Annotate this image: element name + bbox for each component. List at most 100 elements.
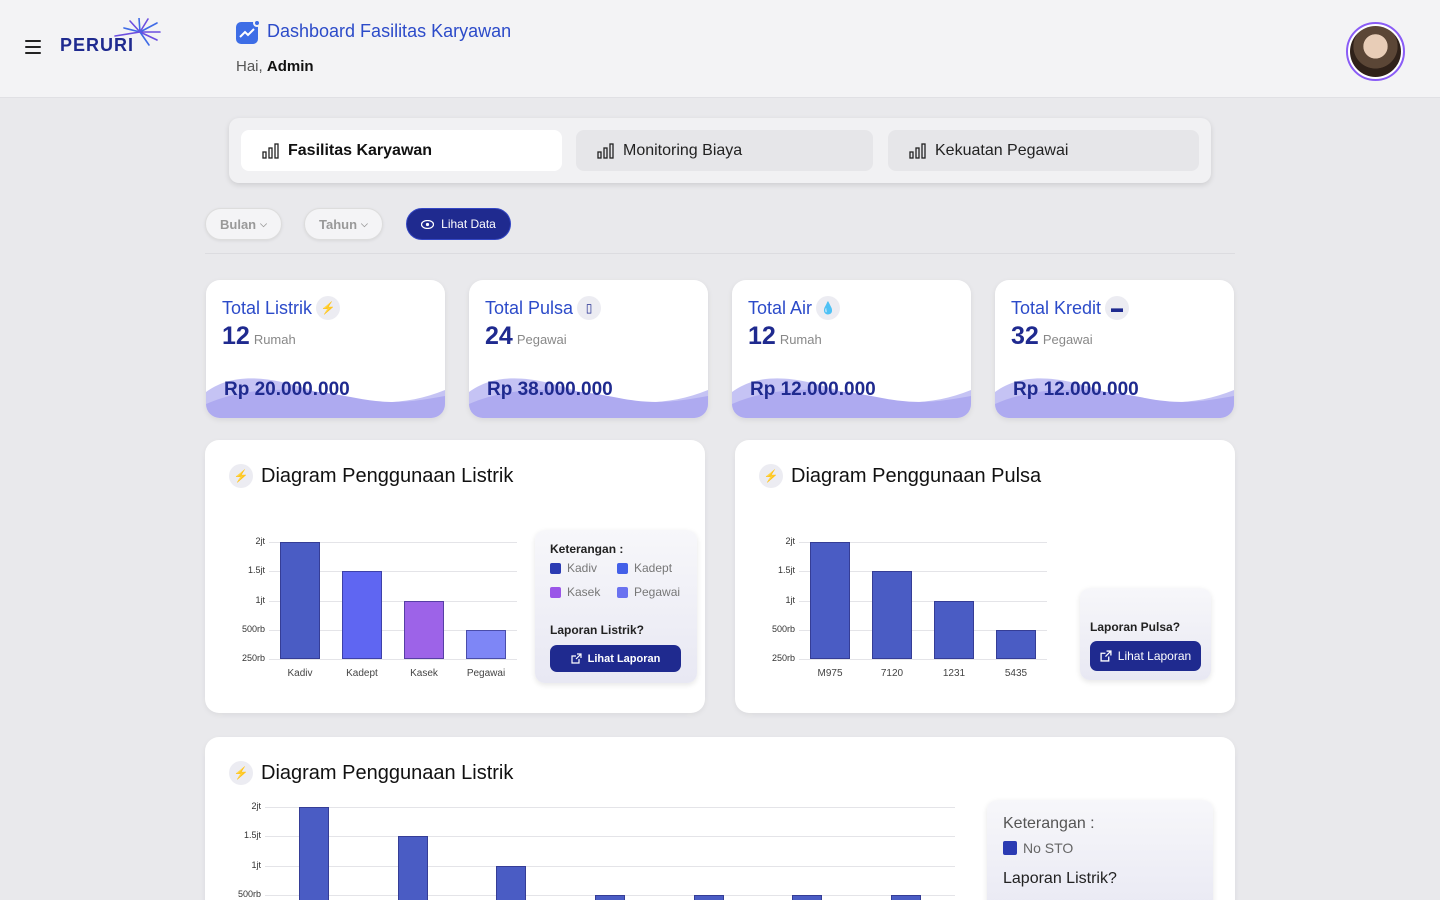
legend-title: Keterangan : xyxy=(1003,815,1095,832)
legend-title: Keterangan : xyxy=(550,542,624,556)
tahun-dropdown[interactable]: Tahun ⌵ xyxy=(304,208,383,240)
x-tick-label: Kadept xyxy=(346,668,378,679)
greeting-prefix: Hai, xyxy=(236,58,263,75)
bar[interactable] xyxy=(299,807,330,900)
summary-card[interactable]: Total Pulsa ▯ 24 Pegawai Rp 38.000.000 xyxy=(469,280,708,418)
card-wave xyxy=(732,378,971,418)
summary-card[interactable]: Total Kredit ▬ 32 Pegawai Rp 12.000.000 xyxy=(995,280,1234,418)
y-tick-label: 500rb xyxy=(237,888,261,899)
y-tick-label: 1.5jt xyxy=(247,565,265,576)
divider xyxy=(205,253,1235,254)
x-tick-label: 7120 xyxy=(880,668,904,679)
card-amount: Rp 38.000.000 xyxy=(487,379,613,400)
user-name: Admin xyxy=(266,58,314,75)
card-unit: Rumah xyxy=(779,332,822,347)
tab-kekuatan-pegawai[interactable]: Kekuatan Pegawai xyxy=(888,130,1199,171)
card-title: Total Listrik ⚡ xyxy=(222,296,341,320)
bar-chart-icon xyxy=(909,142,926,159)
bar[interactable] xyxy=(810,542,850,659)
bolt-icon: ⚡ xyxy=(316,296,341,320)
card-count-value: 24 xyxy=(485,322,513,350)
summary-card[interactable]: Total Listrik ⚡ 12 Rumah Rp 20.000.000 xyxy=(206,280,445,418)
credit-card-icon: ▬ xyxy=(1105,296,1130,320)
menu-icon[interactable] xyxy=(25,40,41,54)
legend-swatch xyxy=(617,562,628,574)
bar[interactable] xyxy=(595,894,625,900)
bar[interactable] xyxy=(466,629,506,659)
panel-title: ⚡ Diagram Penggunaan Listrik xyxy=(229,464,513,488)
logo-text: PERURI xyxy=(60,35,135,55)
panel-title-text: Diagram Penggunaan Listrik xyxy=(261,761,514,784)
tab-label: Kekuatan Pegawai xyxy=(935,141,1069,159)
legend-item-kasek: Kasek xyxy=(550,585,600,599)
top-header: PERURI Dashboard Fasilitas Karyawan Hai,… xyxy=(0,0,1440,98)
legend-item-pegawai: Pegawai xyxy=(617,585,680,599)
bar[interactable] xyxy=(496,865,527,900)
tab-fasilitas-karyawan[interactable]: Fasilitas Karyawan xyxy=(241,130,562,171)
tab-monitoring-biaya[interactable]: Monitoring Biaya xyxy=(576,130,873,171)
bar[interactable] xyxy=(934,600,974,659)
bolt-icon: ⚡ xyxy=(229,761,253,785)
gridline xyxy=(799,571,1047,573)
chevron-down-icon: ⌵ xyxy=(260,218,267,229)
x-tick-label: M975 xyxy=(817,668,843,679)
bar[interactable] xyxy=(693,894,724,900)
legend-box: Keterangan : No STO Laporan Listrik? xyxy=(987,800,1213,900)
bar[interactable] xyxy=(996,629,1036,659)
external-link-icon xyxy=(571,653,582,664)
card-wave xyxy=(469,378,708,418)
bar[interactable] xyxy=(342,571,382,659)
legend-label: No STO xyxy=(1023,840,1074,856)
avatar[interactable] xyxy=(1346,22,1405,81)
gridline xyxy=(799,600,1047,602)
lihat-data-button[interactable]: Lihat Data xyxy=(406,208,511,240)
y-tick-label: 250rb xyxy=(771,653,795,663)
gridline xyxy=(799,659,1047,660)
gridline xyxy=(265,836,955,838)
legend-swatch xyxy=(550,586,561,598)
bolt-icon: ⚡ xyxy=(759,464,783,488)
bolt-icon: ⚡ xyxy=(229,464,253,488)
bar[interactable] xyxy=(397,836,428,900)
card-title-text: Total Pulsa xyxy=(485,297,574,318)
card-count: 32 Pegawai xyxy=(1011,322,1093,351)
bulan-dropdown[interactable]: Bulan ⌵ xyxy=(205,208,282,240)
phone-icon: ▯ xyxy=(577,296,602,320)
card-amount: Rp 20.000.000 xyxy=(224,379,350,400)
bar[interactable] xyxy=(404,600,444,659)
bar[interactable] xyxy=(792,894,823,900)
tab-label: Monitoring Biaya xyxy=(623,141,743,159)
logo-sunburst-icon xyxy=(114,18,161,46)
card-amount: Rp 12.000.000 xyxy=(750,379,876,400)
panel-title-text: Diagram Penggunaan Listrik xyxy=(261,464,514,487)
bar[interactable] xyxy=(872,571,912,659)
x-tick-label: 5435 xyxy=(1004,668,1028,679)
card-count-value: 12 xyxy=(748,322,776,350)
legend-label: Kadiv xyxy=(567,561,598,575)
summary-card[interactable]: Total Air 💧 12 Rumah Rp 12.000.000 xyxy=(732,280,971,418)
tab-label: Fasilitas Karyawan xyxy=(288,141,433,159)
y-tick-label: 500rb xyxy=(771,623,795,634)
y-tick-label: 1jt xyxy=(251,859,261,870)
lihat-laporan-button[interactable]: Lihat Laporan xyxy=(550,645,681,672)
laporan-question: Laporan Listrik? xyxy=(1003,870,1117,887)
greeting: Hai, Admin xyxy=(236,58,314,75)
y-tick-label: 2jt xyxy=(785,536,795,546)
peruri-logo[interactable]: PERURI xyxy=(60,18,170,58)
card-unit: Pegawai xyxy=(1042,332,1093,347)
y-tick-label: 1.5jt xyxy=(777,565,795,576)
card-title-text: Total Air xyxy=(748,297,813,318)
card-count: 12 Rumah xyxy=(222,322,296,351)
card-title: Total Pulsa ▯ xyxy=(485,296,602,320)
gridline xyxy=(269,659,517,660)
panel-listrik: ⚡ Diagram Penggunaan Listrik 2jt 1.5jt 1jt 5… xyxy=(205,440,705,713)
bar[interactable] xyxy=(890,894,921,900)
lihat-data-label: Lihat Data xyxy=(441,217,496,231)
card-count-value: 32 xyxy=(1011,322,1039,350)
bar[interactable] xyxy=(280,542,320,659)
legend-item-no-sto: No STO xyxy=(1003,840,1073,856)
water-drop-icon: 💧 xyxy=(816,296,841,320)
lihat-laporan-button[interactable]: Lihat Laporan xyxy=(1090,641,1201,671)
external-link-icon xyxy=(1100,650,1112,662)
legend-box: Keterangan : Kadiv Kadept Kasek Pegawai Lap… xyxy=(535,530,697,683)
